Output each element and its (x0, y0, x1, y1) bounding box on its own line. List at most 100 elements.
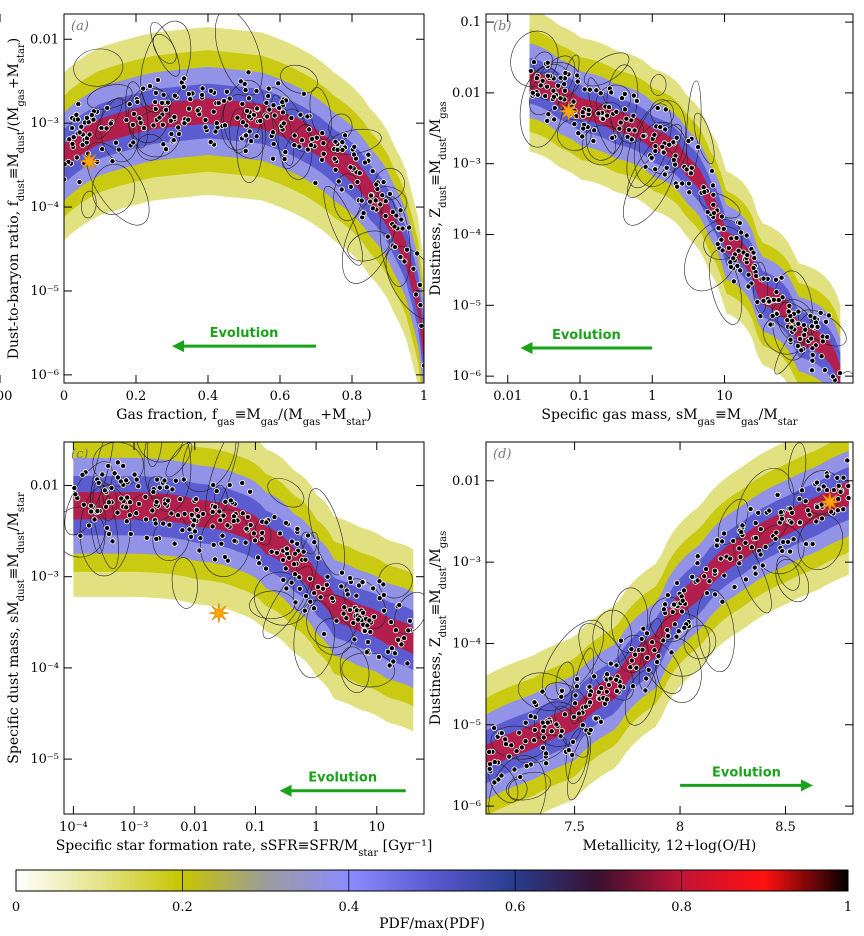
data-point (258, 535, 265, 542)
data-point (129, 121, 136, 128)
data-point (207, 88, 214, 95)
data-point (787, 548, 794, 555)
data-point (103, 503, 110, 510)
x-tick-label: 1 (312, 820, 320, 835)
data-point (80, 501, 87, 508)
data-point (797, 519, 804, 526)
data-point (279, 109, 286, 116)
y-axis-label: Dustiness, Zdust≡Mdust/Mgas (428, 101, 449, 295)
data-point (254, 105, 261, 112)
data-point (66, 136, 73, 143)
data-point (221, 553, 228, 560)
data-point (181, 120, 188, 127)
data-point (558, 693, 565, 700)
data-point (657, 124, 664, 131)
colorbar-tick-label: 1 (844, 900, 852, 915)
data-point (642, 687, 649, 694)
data-point (294, 525, 301, 532)
data-point (220, 97, 227, 104)
data-point (531, 699, 538, 706)
data-point (192, 496, 199, 503)
data-point (338, 569, 345, 576)
data-point (709, 167, 716, 174)
data-point (123, 477, 130, 484)
colorbar-gradient (15, 869, 849, 892)
data-point (617, 683, 624, 690)
data-point (813, 518, 820, 525)
data-point (213, 488, 220, 495)
data-point (185, 90, 192, 97)
data-point (630, 92, 637, 99)
data-point (269, 129, 276, 136)
data-point (717, 555, 724, 562)
data-point (134, 98, 141, 105)
data-point (742, 539, 749, 546)
data-point (319, 130, 326, 137)
data-point (104, 525, 111, 532)
data-point (265, 85, 272, 92)
data-point (280, 120, 287, 127)
data-point (247, 488, 254, 495)
data-point (308, 135, 315, 142)
data-point (527, 713, 534, 720)
data-point (291, 142, 298, 149)
data-point (123, 504, 130, 511)
data-point (836, 370, 843, 377)
data-point (808, 367, 815, 374)
x-tick-label: 7.5 (564, 820, 585, 835)
data-point (263, 99, 270, 106)
error-ellipse (510, 30, 559, 87)
error-ellipse (86, 142, 150, 226)
data-point (675, 628, 682, 635)
y-tick-label: 10⁻⁵ (452, 718, 481, 733)
error-ellipse (693, 112, 715, 164)
error-ellipse (73, 48, 124, 87)
data-point (292, 599, 299, 606)
data-point (152, 89, 159, 96)
data-point (185, 116, 192, 123)
data-point (683, 166, 690, 173)
x-tick-label: 10⁻³ (120, 820, 149, 835)
data-point (162, 146, 169, 153)
data-point (86, 522, 93, 529)
data-point (835, 482, 842, 489)
data-point (114, 474, 121, 481)
data-point (222, 498, 229, 505)
data-point (715, 224, 722, 231)
data-point (389, 208, 396, 215)
data-point (406, 617, 413, 624)
data-point (191, 517, 198, 524)
data-point (821, 367, 828, 374)
data-point (711, 209, 718, 216)
data-point (817, 309, 824, 316)
data-point (264, 113, 271, 120)
data-point (135, 500, 142, 507)
plot-area-a (64, 14, 424, 383)
data-point (574, 676, 581, 683)
data-point (363, 649, 370, 656)
data-point (109, 158, 116, 165)
data-point (296, 585, 303, 592)
data-point (737, 267, 744, 274)
data-point (118, 495, 125, 502)
data-point (75, 101, 82, 108)
colorbar-label: PDF/max(PDF) (379, 916, 485, 932)
data-point (319, 156, 326, 163)
data-point (531, 726, 538, 733)
data-point (181, 510, 188, 517)
data-point (384, 233, 391, 240)
data-point (72, 491, 79, 498)
data-point (373, 181, 380, 188)
data-point (574, 78, 581, 85)
data-point (351, 636, 358, 643)
data-point (609, 134, 616, 141)
data-point (655, 653, 662, 660)
data-point (736, 560, 743, 567)
data-point (619, 95, 626, 102)
data-point (149, 507, 156, 514)
data-point (651, 131, 658, 138)
data-point (332, 166, 339, 173)
data-point (604, 671, 611, 678)
error-ellipse (541, 619, 605, 700)
data-point (824, 487, 831, 494)
